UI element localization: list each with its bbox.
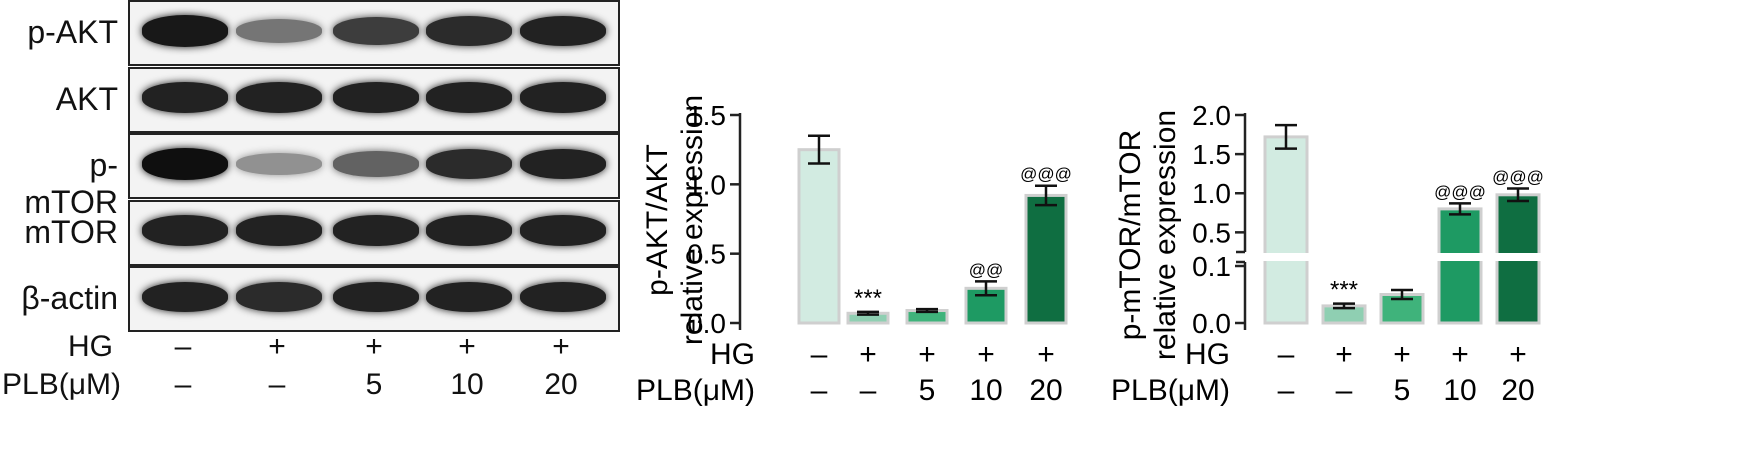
blot-band bbox=[142, 15, 228, 47]
significance-label: *** bbox=[854, 285, 882, 312]
significance-label: @@ bbox=[969, 260, 1004, 279]
blot-condition-value: + bbox=[365, 330, 383, 363]
hg-value: – bbox=[1278, 338, 1295, 371]
plb-value: 5 bbox=[1394, 374, 1411, 407]
blot-band bbox=[333, 215, 419, 246]
hg-label: HG bbox=[1185, 338, 1230, 371]
blot-plb-label: PLB(μM) bbox=[2, 368, 121, 401]
y-tick-label: 1.5 bbox=[1192, 139, 1231, 170]
blot-band bbox=[520, 281, 606, 313]
y-tick-label: 1.0 bbox=[687, 169, 726, 200]
significance-label: *** bbox=[1330, 277, 1358, 304]
blot-condition-value: – bbox=[174, 368, 192, 401]
blot-band bbox=[333, 281, 419, 313]
blot-condition-value: 20 bbox=[544, 368, 578, 401]
blot-band bbox=[142, 148, 228, 180]
plb-value: – bbox=[1336, 374, 1353, 407]
significance-label: @@@ bbox=[1492, 168, 1544, 187]
y-tick-label: 0.0 bbox=[687, 308, 726, 339]
hg-value: + bbox=[859, 338, 877, 371]
hg-label: HG bbox=[710, 338, 755, 371]
hg-value: + bbox=[1037, 338, 1055, 371]
blot-row-label: mTOR bbox=[24, 213, 118, 250]
plb-value: – bbox=[811, 374, 828, 407]
y-axis-label: relative expression bbox=[1149, 110, 1182, 360]
blot-condition-value: + bbox=[268, 330, 286, 363]
y-tick-label: 0.5 bbox=[687, 239, 726, 270]
y-axis-label: p-AKT/AKT bbox=[641, 144, 674, 296]
blot-condition-value: – bbox=[174, 330, 192, 363]
blot-row-label: p-AKT bbox=[27, 14, 118, 50]
y-tick-label: 1.5 bbox=[687, 100, 726, 131]
plb-value: 10 bbox=[969, 374, 1002, 407]
bar bbox=[1263, 135, 1309, 325]
blot-band bbox=[236, 18, 322, 44]
blot-band bbox=[333, 82, 419, 113]
blot-row-label: β-actin bbox=[21, 280, 118, 316]
y-tick-label: 2.0 bbox=[1192, 100, 1231, 131]
plb-label: PLB(μM) bbox=[1111, 374, 1230, 407]
plb-value: 20 bbox=[1029, 374, 1062, 407]
y-tick-label: 0.1 bbox=[1192, 251, 1231, 282]
blot-panel bbox=[128, 266, 620, 332]
plb-value: 20 bbox=[1501, 374, 1534, 407]
blot-band bbox=[333, 16, 419, 46]
blot-band bbox=[520, 215, 606, 246]
bar bbox=[797, 148, 841, 325]
y-axis-label: p-mTOR/mTOR bbox=[1114, 130, 1147, 341]
plb-value: – bbox=[1278, 374, 1295, 407]
blot-hg-label: HG bbox=[68, 330, 113, 363]
hg-value: + bbox=[1393, 338, 1411, 371]
significance-label: @@@ bbox=[1434, 182, 1486, 201]
blot-condition-value: + bbox=[458, 330, 476, 363]
blot-band bbox=[426, 82, 512, 113]
blot-band bbox=[236, 282, 322, 312]
hg-value: + bbox=[1509, 338, 1527, 371]
blot-row-label: AKT bbox=[55, 80, 118, 117]
hg-value: + bbox=[1335, 338, 1353, 371]
hg-value: – bbox=[811, 338, 828, 371]
y-tick-label: 0.5 bbox=[1192, 217, 1231, 248]
blot-band bbox=[426, 16, 512, 46]
axis-break-gap bbox=[1250, 253, 1550, 261]
blot-band bbox=[520, 15, 606, 47]
bar bbox=[1437, 207, 1483, 325]
blot-band bbox=[236, 152, 322, 176]
blot-condition-value: + bbox=[552, 330, 570, 363]
plb-label: PLB(μM) bbox=[636, 374, 755, 407]
blot-band bbox=[426, 149, 512, 179]
blot-band bbox=[236, 215, 322, 246]
hg-value: + bbox=[918, 338, 936, 371]
bar bbox=[1024, 193, 1068, 325]
blot-panel bbox=[128, 0, 620, 66]
blot-panel bbox=[128, 133, 620, 199]
y-tick-label: 1.0 bbox=[1192, 178, 1231, 209]
blot-band bbox=[520, 82, 606, 113]
blot-band bbox=[426, 281, 512, 313]
blot-band bbox=[236, 82, 322, 113]
plb-value: – bbox=[860, 374, 877, 407]
chart-p-mtor-mtor: p-mTOR/mTOR relative expression 0.5 1.0 1.5 2… bbox=[1111, 100, 1550, 407]
blot-condition-value: 10 bbox=[450, 368, 484, 401]
blot-band bbox=[426, 215, 512, 246]
y-tick-label: 0.0 bbox=[1192, 308, 1231, 339]
hg-value: + bbox=[977, 338, 995, 371]
blot-band bbox=[142, 281, 228, 313]
plb-value: 5 bbox=[919, 374, 936, 407]
blot-band bbox=[142, 82, 228, 113]
blot-panel bbox=[128, 199, 620, 266]
blot-condition-value: 5 bbox=[365, 368, 383, 401]
blot-panel bbox=[128, 66, 620, 133]
blot-condition-value: – bbox=[268, 368, 286, 401]
plb-value: 10 bbox=[1443, 374, 1476, 407]
hg-value: + bbox=[1451, 338, 1469, 371]
blot-band bbox=[142, 215, 228, 246]
significance-label: @@@ bbox=[1020, 165, 1072, 184]
blot-band bbox=[520, 148, 606, 180]
blot-band bbox=[333, 151, 419, 177]
blot-row-label: p-mTOR bbox=[24, 147, 118, 220]
y-axis-label: relative expression bbox=[676, 95, 709, 345]
